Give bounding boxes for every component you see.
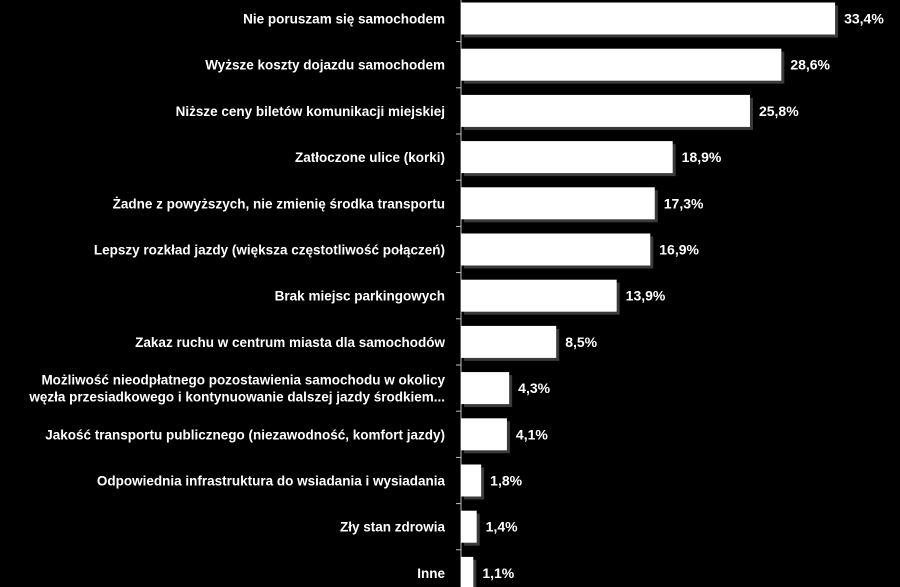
category-label: Żadne z powyższych, nie zmienię środka t… (113, 196, 445, 211)
category-label: Niższe ceny biletów komunikacji miejskie… (176, 104, 445, 119)
data-label: 18,9% (682, 149, 722, 165)
bar (461, 94, 750, 127)
bar (461, 464, 482, 497)
category-label: Odpowiednia infrastruktura do wsiadania … (97, 474, 446, 489)
category-label: Inne (417, 566, 445, 581)
data-label: 33,4% (844, 11, 884, 27)
bar (461, 372, 510, 405)
data-label: 4,3% (518, 380, 550, 396)
bar (461, 141, 673, 174)
category-label: Możliwość nieodpłatnego pozostawienia sa… (41, 373, 445, 388)
bar (461, 2, 836, 35)
category-label: Zakaz ruchu w centrum miasta dla samocho… (135, 335, 445, 350)
category-label: Brak miejsc parkingowych (275, 289, 445, 304)
bar (461, 325, 557, 358)
data-label: 13,9% (626, 288, 666, 304)
data-label: 16,9% (659, 242, 699, 258)
category-label: Lepszy rozkład jazdy (większa częstotliw… (94, 243, 445, 258)
category-label: Zły stan zdrowia (340, 520, 446, 535)
bar (461, 233, 651, 266)
category-label: Jakość transportu publicznego (niezawodn… (45, 427, 445, 442)
category-label: Wyższe koszty dojazdu samochodem (205, 58, 445, 73)
data-label: 25,8% (759, 103, 799, 119)
data-label: 8,5% (565, 334, 597, 350)
category-label: Zatłoczone ulice (korki) (295, 150, 445, 165)
data-label: 4,1% (516, 426, 548, 442)
bar (461, 510, 477, 543)
bar (461, 279, 617, 312)
data-label: 1,8% (490, 473, 522, 489)
data-label: 17,3% (664, 195, 704, 211)
data-label: 28,6% (790, 57, 830, 73)
category-label: węzła przesiadkowego i kontynuowanie dal… (28, 390, 445, 405)
data-label: 1,4% (486, 519, 518, 535)
bar (461, 418, 507, 451)
bar (461, 556, 474, 587)
bar (461, 48, 782, 81)
data-label: 1,1% (482, 565, 514, 581)
category-label: Nie poruszam się samochodem (243, 12, 445, 27)
bar (461, 187, 655, 220)
